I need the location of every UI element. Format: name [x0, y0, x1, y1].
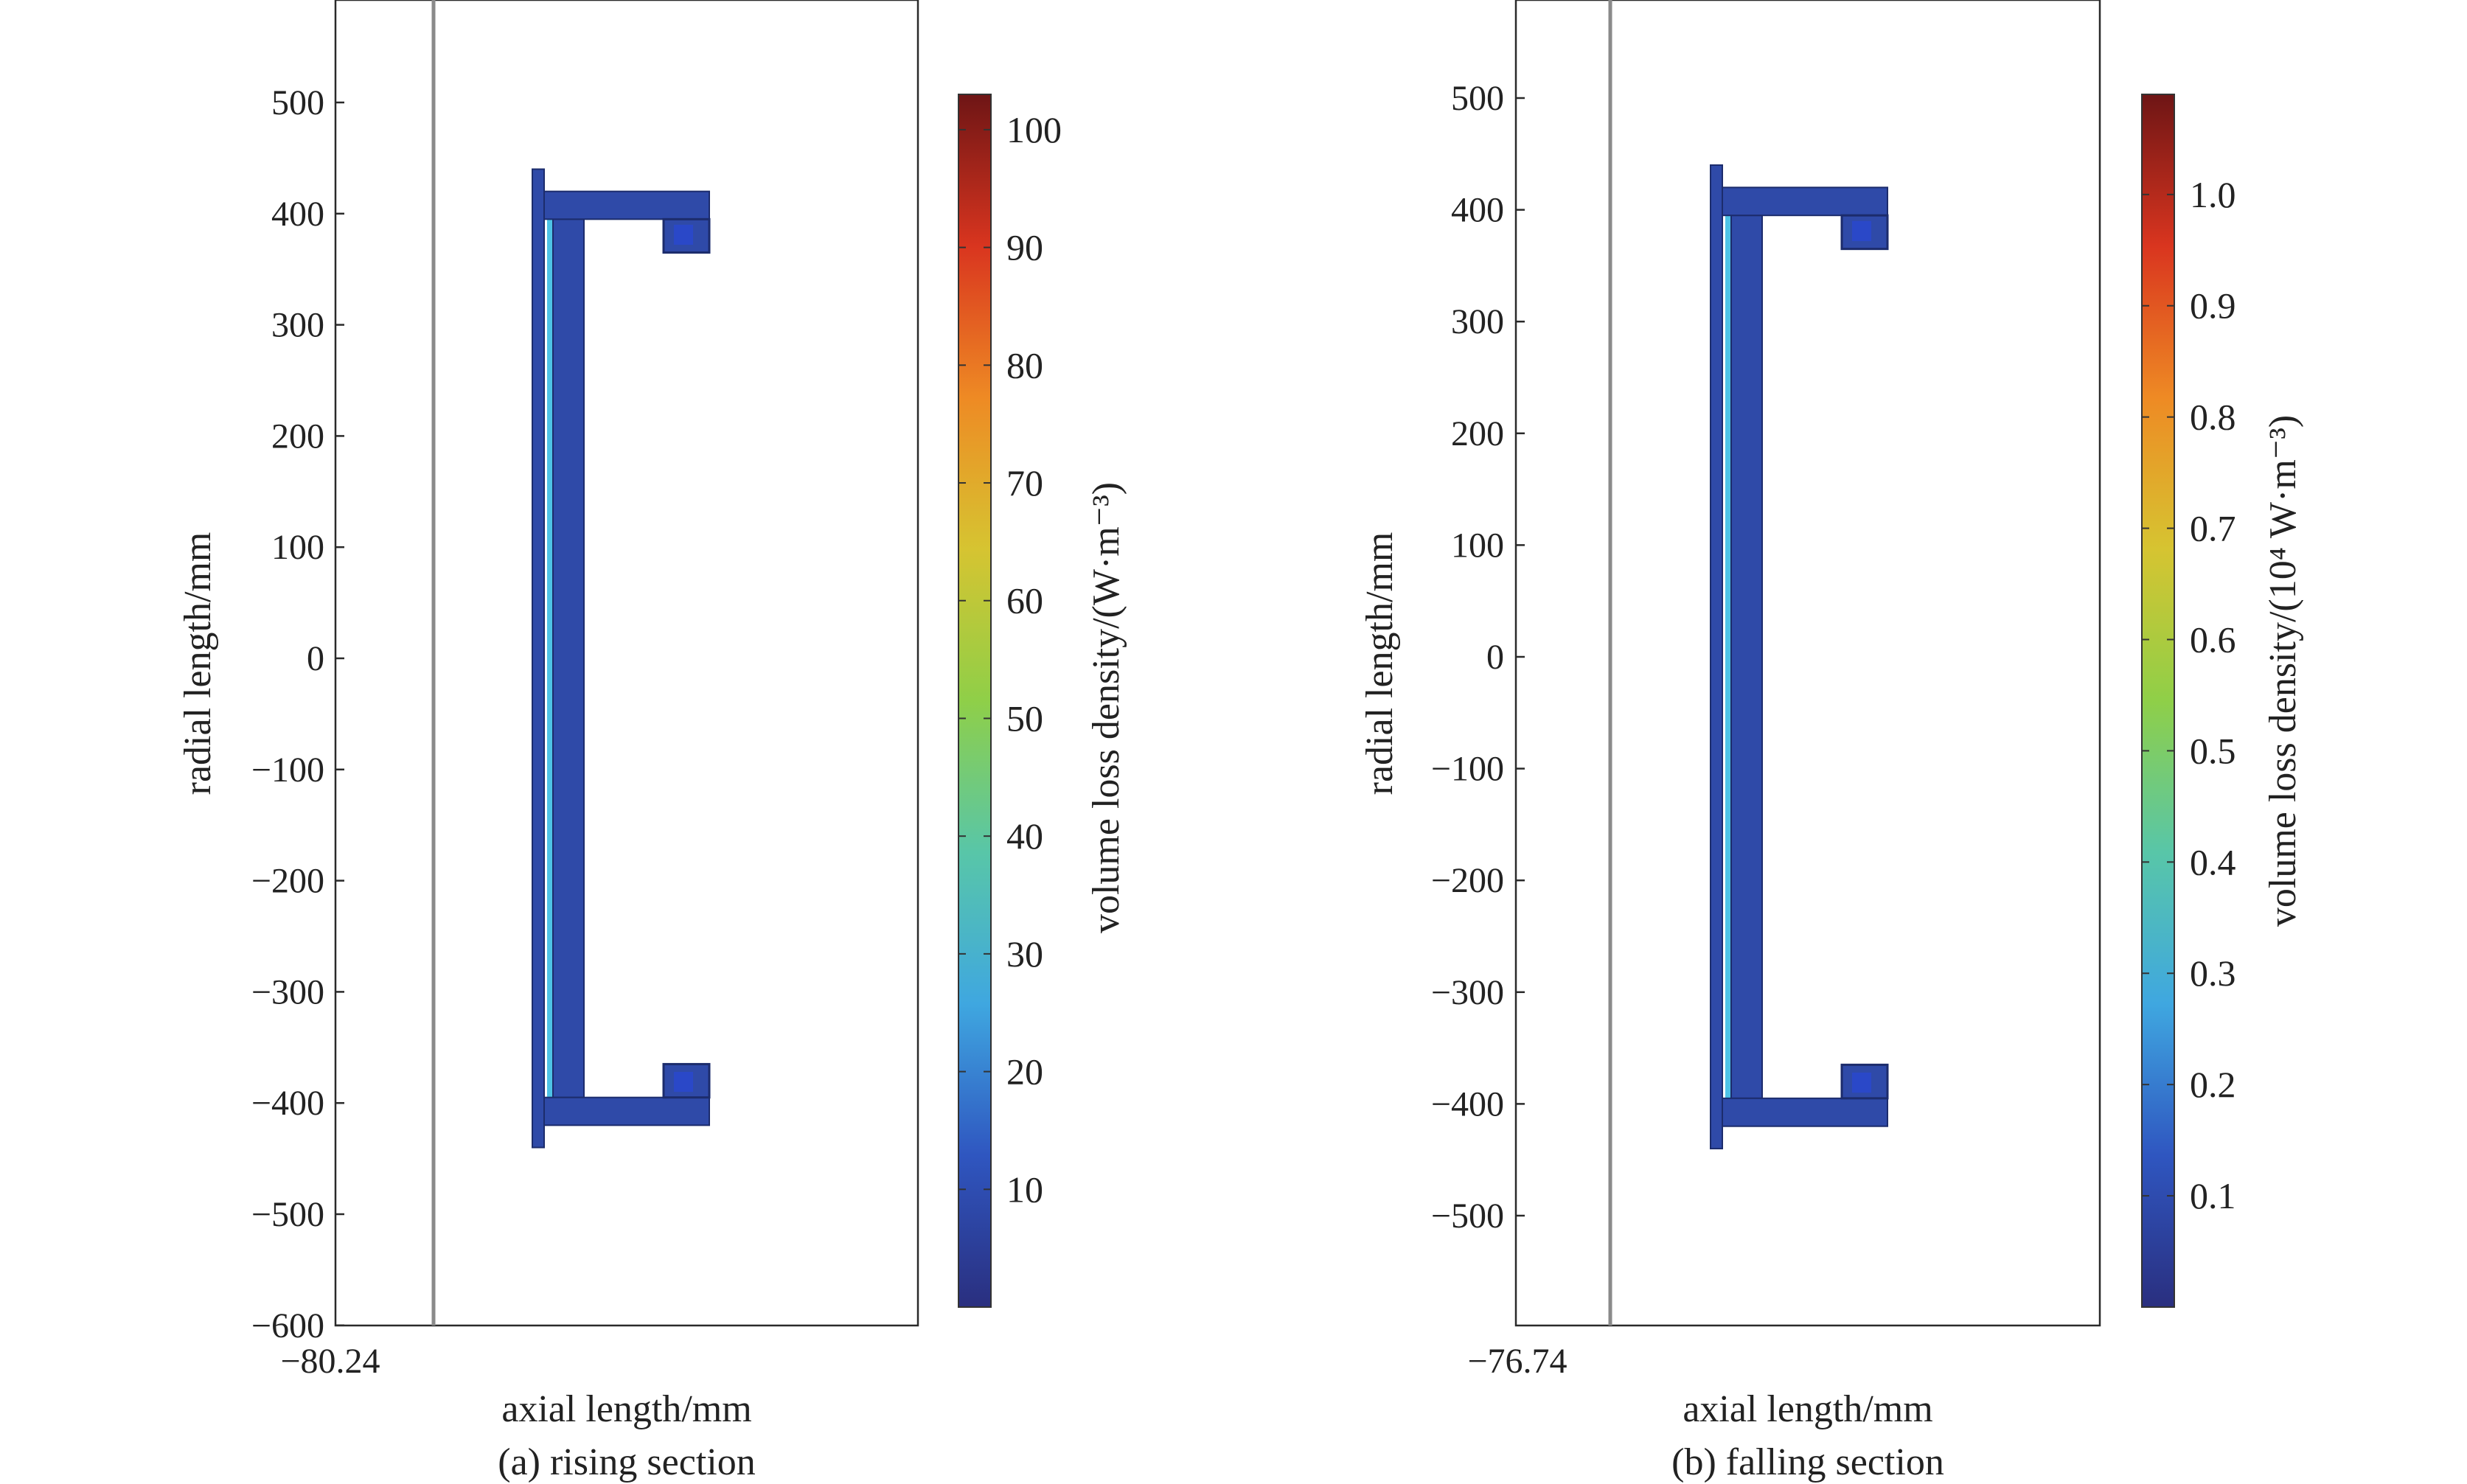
colorbar	[958, 94, 992, 1308]
region-inner-strip	[1725, 215, 1731, 1098]
y-axis-ticks: 500 400 300 200 100 0 −100 −200 −300 −400 −500	[1431, 79, 1525, 1236]
y-tick-label: −200	[1431, 861, 1504, 900]
y-tick-label: 500	[271, 83, 324, 122]
region-bottom-cap-core	[674, 1071, 693, 1093]
colorbar-tick-label: 0.6	[2190, 619, 2236, 660]
y-axis-ticks: 500 400 300 200 100 0 −100 −200 −300 −400 −500 −600	[251, 83, 344, 1345]
y-tick-label: 0	[307, 639, 324, 678]
colorbar-tick-label: 40	[1006, 815, 1043, 857]
colorbar-tick-label: 50	[1006, 697, 1043, 739]
region-inner-strip	[547, 219, 553, 1098]
y-tick-label: 500	[1451, 79, 1504, 118]
colorbar-tick-label: 80	[1006, 344, 1043, 386]
colorbar-tick-label: 90	[1006, 227, 1043, 268]
region-bottom-arm	[1722, 1097, 1888, 1127]
x-axis-label: axial length/mm	[501, 1388, 751, 1430]
region-top-cap-core	[1852, 220, 1871, 242]
y-tick-label: −400	[251, 1084, 324, 1123]
x-tick-label: −76.74	[1467, 1342, 1567, 1381]
colorbar-tick-label: 0.8	[2190, 397, 2236, 438]
colorbar-tick-label: 20	[1006, 1051, 1043, 1093]
colorbar-tick-label: 0.5	[2190, 730, 2236, 771]
colorbar-tick-label: 0.9	[2190, 285, 2236, 327]
panel-caption: (a) rising section	[498, 1441, 755, 1483]
y-axis-label: radial length/mm	[1359, 532, 1401, 795]
region-top-cap	[1840, 214, 1889, 251]
y-tick-label: 200	[271, 417, 324, 456]
y-tick-label: 400	[1451, 191, 1504, 230]
colorbar-tick-label: 70	[1006, 462, 1043, 504]
colorbar-tick-label: 0.1	[2190, 1175, 2236, 1216]
y-tick-label: 100	[271, 528, 324, 567]
loss-density-regions	[1710, 164, 1889, 1150]
y-tick-label: −500	[1431, 1196, 1504, 1236]
region-top-arm	[1722, 187, 1888, 217]
y-tick-label: −600	[251, 1306, 324, 1345]
colorbar-tick-label: 30	[1006, 933, 1043, 975]
colorbar-tick-label: 0.4	[2190, 841, 2236, 882]
colorbar-tick-label: 0.7	[2190, 508, 2236, 549]
loss-density-regions	[532, 168, 711, 1149]
region-top-arm	[543, 190, 710, 220]
y-tick-label: −400	[1431, 1084, 1504, 1124]
region-bottom-cap-core	[1852, 1072, 1871, 1093]
y-tick-label: −300	[1431, 973, 1504, 1012]
y-tick-label: −100	[1431, 750, 1504, 789]
y-tick-label: −300	[251, 972, 324, 1011]
y-tick-label: −100	[251, 750, 324, 790]
colorbar-tick-label: 10	[1006, 1168, 1043, 1210]
panel-falling-section: 500 400 300 200 100 0 −100 −200 −300 −400 −500 −76…	[1359, 0, 2304, 1483]
y-tick-label: −500	[251, 1195, 324, 1234]
y-tick-label: 400	[271, 195, 324, 234]
region-conductor	[1730, 215, 1763, 1099]
y-tick-label: 300	[1451, 302, 1504, 341]
colorbar-label: volume loss density/(W·m⁻³)	[1085, 482, 1127, 933]
panel-rising-section: 500 400 300 200 100 0 −100 −200 −300 −400 −500 −600…	[177, 0, 1127, 1483]
region-plate	[532, 168, 545, 1149]
region-bottom-arm	[543, 1096, 710, 1126]
y-tick-label: 300	[271, 306, 324, 345]
y-axis-label: radial length/mm	[177, 532, 219, 795]
panel-caption: (b) falling section	[1671, 1441, 1944, 1483]
colorbar-tick-label: 0.3	[2190, 952, 2236, 994]
colorbar	[2141, 94, 2175, 1308]
colorbar-label: volume loss density/(10⁴ W·m⁻³)	[2262, 415, 2304, 927]
colorbar-tick-label: 0.2	[2190, 1064, 2236, 1105]
region-top-cap-core	[674, 224, 693, 245]
y-tick-label: 0	[1486, 638, 1504, 677]
colorbar-tick-label: 60	[1006, 580, 1043, 621]
region-plate	[1710, 164, 1723, 1150]
colorbar-tick-label: 1.0	[2190, 174, 2236, 215]
y-tick-label: 200	[1451, 414, 1504, 453]
colorbar-tick-label: 100	[1006, 109, 1062, 150]
colorbar-ticks: 10 20 30 40 50 60 70 80 90 100	[958, 109, 1062, 1210]
colorbar-ticks: 0.1 0.2 0.3 0.4 0.5 0.6 0.7 0.8 0.9 1.0	[2142, 174, 2236, 1216]
x-axis-label: axial length/mm	[1683, 1388, 1932, 1430]
y-tick-label: −200	[251, 862, 324, 901]
x-tick-label: −80.24	[280, 1342, 380, 1381]
y-tick-label: 100	[1451, 526, 1504, 565]
region-conductor	[552, 218, 585, 1098]
